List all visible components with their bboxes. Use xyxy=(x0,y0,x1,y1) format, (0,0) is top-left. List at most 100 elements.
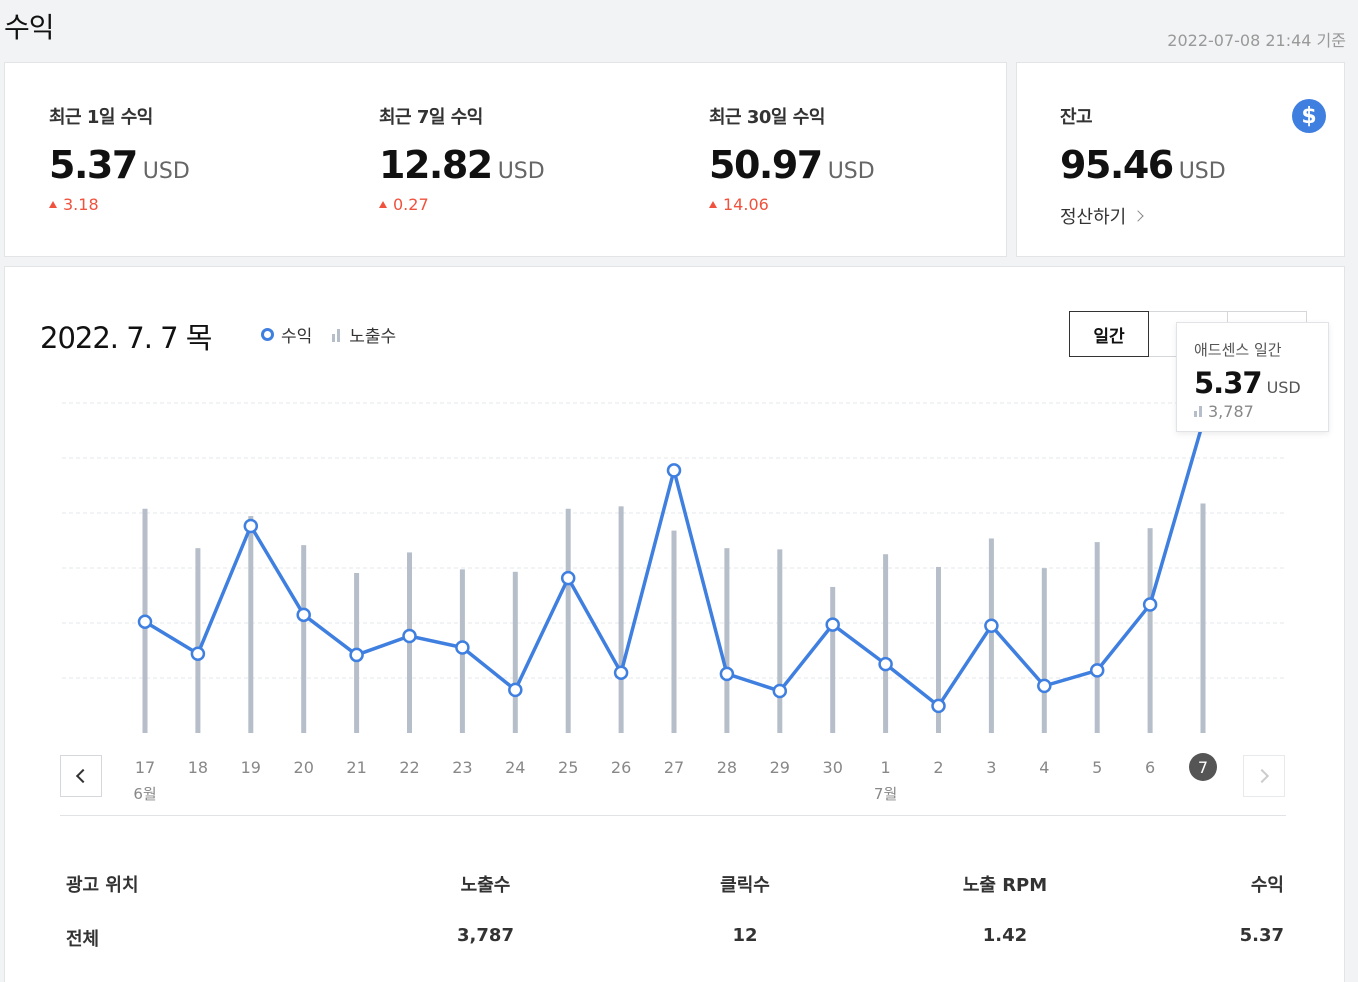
x-tick-label: 19 xyxy=(241,758,261,777)
up-triangle-icon xyxy=(49,201,57,208)
revenue-point xyxy=(1089,663,1105,678)
x-tick-label: 1 xyxy=(881,758,891,777)
revenue-point xyxy=(666,463,682,478)
x-tick-label: 28 xyxy=(717,758,737,777)
revenue-point xyxy=(296,607,311,623)
revenue-point xyxy=(1037,678,1052,694)
impressions-bar xyxy=(512,571,518,733)
revenue-point xyxy=(772,683,788,699)
month-label: 7월 xyxy=(874,785,897,803)
settle-label: 정산하기 xyxy=(1060,207,1127,228)
x-tick-label: 30 xyxy=(823,758,843,777)
x-tick-label: 20 xyxy=(294,758,314,777)
table-row: 전체 3,787 12 1.42 5.37 xyxy=(5,925,1346,955)
chart-date: 2022. 7. 7 목 xyxy=(40,321,212,355)
x-tick-label: 3 xyxy=(986,758,996,777)
revenue-point xyxy=(878,656,893,672)
dollar-icon: $ xyxy=(1292,99,1326,133)
chevron-right-icon xyxy=(1132,210,1144,222)
revenue-point xyxy=(613,665,629,680)
selected-day-marker xyxy=(1189,753,1217,781)
tooltip-impressions: 3,787 xyxy=(1208,402,1254,421)
bar-marker-icon xyxy=(332,328,342,342)
impressions-bar xyxy=(1041,568,1047,733)
chart-legend: 수익 노출수 xyxy=(261,322,416,347)
prev-period-button[interactable] xyxy=(60,755,102,797)
impressions-bar xyxy=(1200,503,1206,733)
x-tick-label: 22 xyxy=(399,758,419,777)
stat-30day: 최근 30일 수익 50.97 USD 14.06 xyxy=(709,103,875,214)
table-cell: 전체 xyxy=(66,929,100,950)
stat-7day: 최근 7일 수익 12.82 USD 0.27 xyxy=(379,103,545,214)
revenue-point xyxy=(560,570,576,586)
table-cell: 12 xyxy=(732,925,758,946)
revenue-point xyxy=(825,617,840,632)
legend-revenue-label: 수익 xyxy=(281,327,313,347)
revenue-point xyxy=(349,647,364,663)
revenue-point xyxy=(455,640,470,655)
revenue-point xyxy=(508,682,523,698)
x-tick-label: 18 xyxy=(188,758,208,777)
next-period-button[interactable] xyxy=(1243,755,1285,797)
revenue-chart: 17 18 19 20 21 22 23 24 25 26 27 28 29 30 1 2 3 4 5 6 76월 7월 xyxy=(62,402,1286,803)
settle-link[interactable]: 정산하기 xyxy=(1060,203,1226,229)
bar-marker-icon xyxy=(1194,406,1204,417)
x-tick-label: 23 xyxy=(452,758,472,777)
table-cell: 5.37 xyxy=(1239,925,1284,946)
impressions-bar xyxy=(883,554,889,733)
circle-marker-icon xyxy=(261,328,274,341)
stat-delta: 14.06 xyxy=(723,195,769,214)
x-tick-label: 26 xyxy=(611,758,631,777)
page-title: 수익 xyxy=(4,11,55,44)
x-tick-label: 6 xyxy=(1145,758,1155,777)
stat-value: 12.82 xyxy=(379,143,493,187)
table-header-cell: 노출수 xyxy=(460,875,511,896)
x-tick-label: 4 xyxy=(1039,758,1049,777)
revenue-point xyxy=(1142,597,1158,612)
chart-card: 2022. 7. 7 목 수익 노출수 일간 애드센스 일간 5.37 USD … xyxy=(4,266,1345,982)
chart-tooltip: 애드센스 일간 5.37 USD 3,787 xyxy=(1176,322,1329,432)
impressions-bar xyxy=(1147,528,1153,733)
stat-unit: USD xyxy=(497,159,545,184)
tooltip-title: 애드센스 일간 xyxy=(1194,341,1282,359)
stat-value: 5.37 xyxy=(49,143,138,187)
revenue-point xyxy=(984,618,999,633)
revenue-point xyxy=(402,628,417,644)
impressions-bar xyxy=(1094,542,1100,733)
period-daily-button[interactable]: 일간 xyxy=(1069,311,1149,357)
legend-impressions-label: 노출수 xyxy=(349,327,397,347)
stat-label: 최근 1일 수익 xyxy=(49,107,153,128)
table-header-cell: 수익 xyxy=(1250,875,1284,896)
table-header-row: 광고 위치 노출수 클릭수 노출 RPM 수익 xyxy=(5,871,1346,901)
chevron-left-icon xyxy=(75,768,91,784)
balance-stat: 잔고 95.46 USD 정산하기 xyxy=(1060,103,1226,229)
impressions-bar xyxy=(565,508,571,733)
x-tick-label: 29 xyxy=(770,758,790,777)
as-of-timestamp: 2022-07-08 21:44 기준 xyxy=(1167,31,1346,50)
impressions-bar xyxy=(936,566,941,733)
up-triangle-icon xyxy=(709,201,717,208)
stat-value: 50.97 xyxy=(709,143,823,187)
impressions-bar xyxy=(724,548,730,733)
divider xyxy=(60,815,1286,816)
revenue-point xyxy=(931,698,946,714)
x-tick-label: 17 xyxy=(135,758,155,777)
stat-1day: 최근 1일 수익 5.37 USD 3.18 xyxy=(49,103,190,214)
stat-label: 최근 30일 수익 xyxy=(709,107,825,128)
x-tick-label: 24 xyxy=(505,758,525,777)
table-header-cell: 클릭수 xyxy=(720,875,770,896)
x-tick-label: 5 xyxy=(1092,758,1102,777)
stat-delta: 3.18 xyxy=(63,195,99,214)
revenue-point xyxy=(190,646,206,662)
table-cell: 1.42 xyxy=(982,925,1028,946)
impressions-bar xyxy=(777,549,783,733)
month-label: 6월 xyxy=(133,785,156,803)
revenue-point xyxy=(243,518,259,534)
x-tick-label: 27 xyxy=(664,758,684,777)
impressions-bar xyxy=(618,506,624,733)
stat-unit: USD xyxy=(142,159,190,184)
chevron-right-icon xyxy=(1254,768,1270,784)
up-triangle-icon xyxy=(379,201,387,208)
revenue-summary-card: 최근 1일 수익 5.37 USD 3.18 최근 7일 수익 12.82 US… xyxy=(4,62,1007,257)
legend-revenue: 수익 xyxy=(261,322,312,347)
